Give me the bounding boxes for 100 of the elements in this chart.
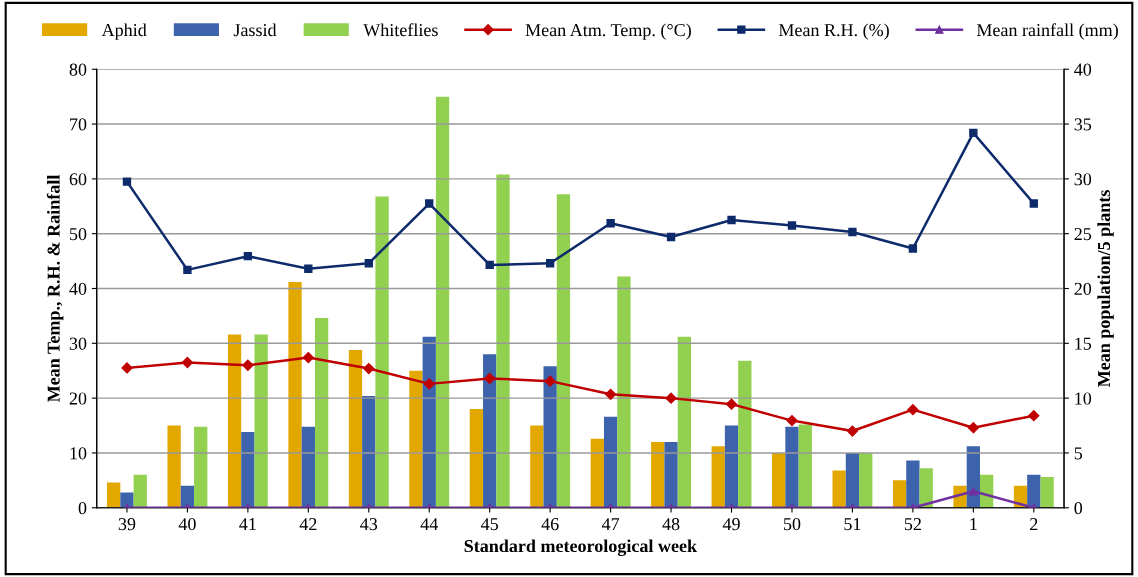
bar [530, 425, 544, 508]
x-tick-label: 49 [722, 518, 740, 531]
point [1028, 410, 1040, 422]
bar [301, 426, 315, 508]
bar [180, 485, 195, 508]
bar [919, 468, 933, 508]
bar [422, 336, 436, 508]
y-tick-label: 50 [70, 227, 87, 241]
y2-axis-title: Mean population/5 plants [1097, 190, 1114, 388]
bar [711, 446, 725, 508]
bar [724, 425, 739, 508]
point [423, 378, 435, 390]
bar [772, 452, 786, 508]
y-tick-label: 0 [78, 502, 87, 515]
bar [483, 354, 497, 508]
point [484, 372, 496, 385]
point [727, 215, 736, 225]
y-axis-title: Mean Temp., R.H. & Rainfall [46, 174, 64, 403]
x-tick-label: 40 [178, 518, 196, 531]
y2-tick-label: 30 [1074, 173, 1092, 186]
point [605, 388, 617, 400]
y2-tick-label: 35 [1074, 118, 1092, 131]
point [908, 244, 918, 253]
bar [556, 194, 571, 508]
point [425, 199, 434, 208]
legend-label: Mean R.H. (%) [778, 23, 889, 40]
point [485, 260, 494, 270]
point [846, 425, 859, 437]
point [545, 259, 555, 268]
bar [254, 334, 268, 508]
point [302, 351, 314, 364]
bar [348, 349, 363, 508]
y-tick-label: 10 [70, 447, 87, 460]
y-tick-label: 20 [69, 392, 87, 405]
point [363, 362, 375, 375]
bar [1040, 477, 1054, 508]
bar [314, 318, 329, 508]
bar [543, 366, 557, 508]
bar [603, 416, 618, 508]
x-tick-label: 39 [118, 518, 136, 531]
y2-tick-label: 10 [1075, 392, 1092, 405]
bar [785, 426, 799, 508]
bar [1027, 474, 1041, 508]
bar [107, 482, 121, 508]
point [544, 375, 556, 387]
point [848, 227, 857, 237]
point [304, 264, 313, 273]
bar [966, 446, 980, 508]
bar [241, 432, 255, 508]
bar [590, 438, 604, 508]
bar [859, 452, 873, 508]
x-tick-label: 52 [904, 518, 921, 531]
y2-tick-label: 15 [1075, 337, 1092, 350]
x-tick-label: 43 [360, 518, 378, 531]
bar [167, 425, 181, 508]
bar [832, 470, 846, 508]
point [243, 251, 253, 261]
x-tick-label: 41 [239, 518, 256, 531]
y-tick-label: 60 [69, 173, 87, 186]
x-tick-label: 42 [299, 518, 317, 531]
x-axis-title: Standard meteorological week [464, 539, 698, 556]
bar [469, 409, 484, 508]
legend-label: Aphid [101, 23, 147, 40]
point [967, 422, 979, 434]
point [242, 359, 254, 371]
x-tick-label: 47 [601, 518, 620, 531]
point [183, 265, 192, 275]
x-tick-label: 50 [784, 518, 801, 531]
bar [845, 452, 860, 508]
x-tick-label: 45 [481, 518, 499, 531]
point [725, 398, 738, 410]
bar [133, 474, 147, 508]
y2-tick-label: 25 [1074, 227, 1092, 241]
x-tick-label: 1 [970, 518, 977, 531]
bar [435, 96, 450, 508]
legend-label: Whiteflies [363, 23, 438, 37]
y-tick-label: 70 [70, 118, 87, 131]
bar [892, 480, 907, 508]
point [364, 259, 373, 268]
y-tick-label: 40 [69, 282, 87, 295]
bar [496, 174, 510, 508]
point [122, 177, 132, 186]
point [665, 392, 677, 404]
point [787, 221, 797, 230]
bar [375, 196, 389, 508]
point [606, 219, 615, 228]
x-tick-label: 44 [420, 518, 438, 531]
point [666, 232, 676, 242]
bar [288, 281, 302, 508]
y2-tick-label: 5 [1074, 447, 1083, 460]
bar [120, 492, 134, 508]
bar [677, 336, 692, 508]
bar [651, 441, 665, 508]
bar [194, 426, 208, 508]
y2-tick-label: 0 [1074, 502, 1083, 515]
point [786, 414, 798, 427]
x-tick-label: 2 [1030, 518, 1038, 531]
bar [664, 441, 678, 508]
y2-tick-label: 20 [1074, 282, 1092, 295]
bar [798, 424, 812, 508]
